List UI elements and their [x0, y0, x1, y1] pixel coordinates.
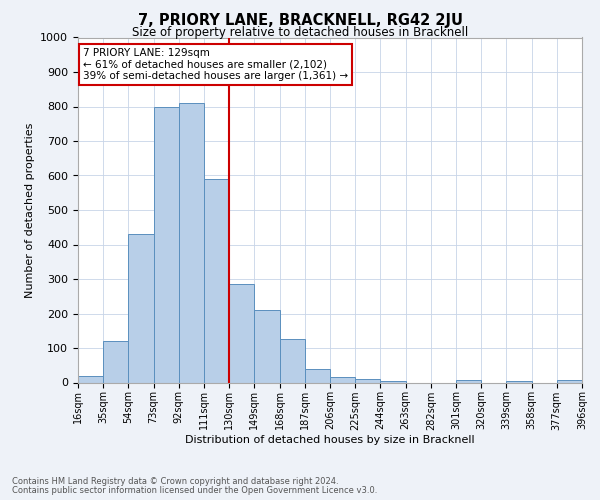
Bar: [380, 381, 406, 382]
Text: Contains HM Land Registry data © Crown copyright and database right 2024.: Contains HM Land Registry data © Crown c…: [12, 477, 338, 486]
Bar: [128, 234, 154, 382]
Text: Size of property relative to detached houses in Bracknell: Size of property relative to detached ho…: [132, 26, 468, 39]
Bar: [229, 284, 254, 382]
Bar: [78, 376, 103, 382]
Bar: [280, 340, 305, 382]
Text: 7 PRIORY LANE: 129sqm
← 61% of detached houses are smaller (2,102)
39% of semi-d: 7 PRIORY LANE: 129sqm ← 61% of detached …: [83, 48, 348, 81]
X-axis label: Distribution of detached houses by size in Bracknell: Distribution of detached houses by size …: [185, 435, 475, 445]
Text: Contains public sector information licensed under the Open Government Licence v3: Contains public sector information licen…: [12, 486, 377, 495]
Bar: [456, 380, 481, 382]
Bar: [204, 179, 229, 382]
Y-axis label: Number of detached properties: Number of detached properties: [25, 122, 35, 298]
Bar: [254, 310, 280, 382]
Bar: [355, 379, 380, 382]
Bar: [103, 341, 128, 382]
Text: 7, PRIORY LANE, BRACKNELL, RG42 2JU: 7, PRIORY LANE, BRACKNELL, RG42 2JU: [137, 12, 463, 28]
Bar: [557, 380, 582, 382]
Bar: [305, 368, 330, 382]
Bar: [154, 106, 179, 382]
Bar: [179, 103, 204, 382]
Bar: [330, 378, 355, 382]
Bar: [506, 381, 532, 382]
